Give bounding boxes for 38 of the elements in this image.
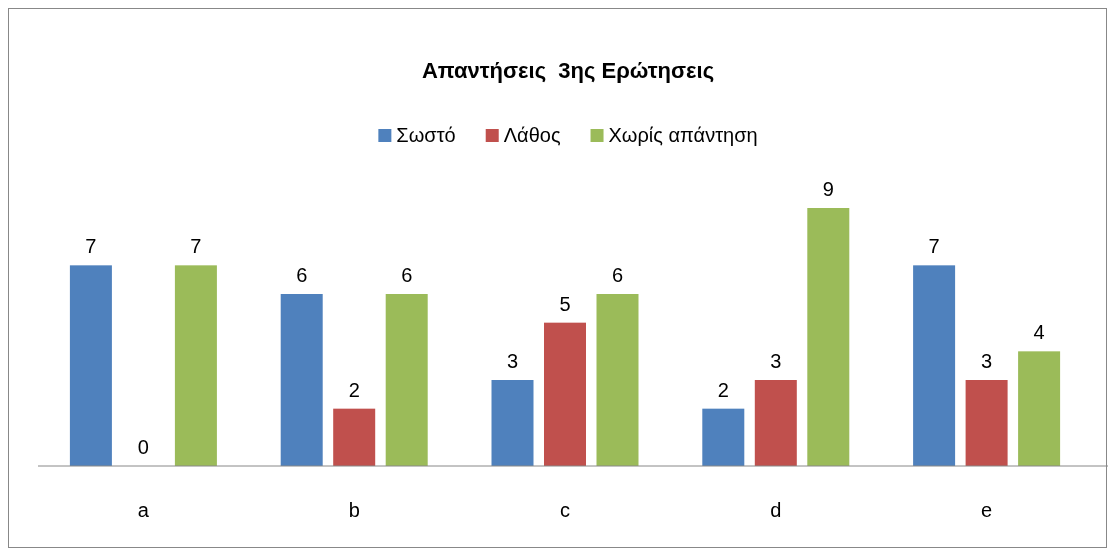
- data-label: 9: [822, 178, 834, 200]
- bar: [913, 265, 956, 466]
- data-label: 7: [190, 235, 202, 258]
- data-label: 0: [137, 436, 149, 458]
- x-tick-label: c: [560, 499, 570, 521]
- x-tick-label: d: [770, 499, 782, 521]
- data-label: 2: [348, 378, 360, 401]
- x-tick-label: a: [137, 499, 150, 521]
- data-label: 2: [717, 378, 729, 401]
- bar: [702, 408, 745, 466]
- bar: [280, 294, 323, 466]
- bar: [385, 294, 428, 466]
- bar: [965, 380, 1008, 466]
- data-label: 6: [611, 264, 624, 286]
- x-tick-label: e: [981, 499, 993, 521]
- bar: [544, 322, 586, 466]
- data-label: 6: [401, 264, 413, 286]
- bar: [491, 380, 534, 466]
- data-label: 6: [296, 264, 308, 286]
- legend-label: Λάθος: [503, 124, 561, 146]
- bar: [333, 408, 376, 466]
- data-label: 3: [981, 350, 993, 372]
- data-label: 7: [85, 235, 97, 258]
- data-label: 4: [1033, 321, 1045, 344]
- chart-title: Απαντήσεις 3ης Ερώτησεις: [421, 58, 715, 83]
- data-label: 3: [506, 350, 519, 372]
- bar: [174, 265, 217, 466]
- bar: [596, 294, 639, 466]
- data-label: 3: [770, 350, 782, 372]
- legend-label: Χωρίς απάντηση: [608, 124, 758, 146]
- bar: [807, 208, 850, 466]
- data-label: 5: [559, 292, 571, 315]
- bar: [1018, 351, 1061, 466]
- x-tick-label: b: [348, 499, 360, 521]
- legend-label: Σωστό: [396, 124, 456, 146]
- data-label: 7: [928, 235, 940, 258]
- bar: [754, 380, 797, 466]
- bar: [69, 265, 112, 466]
